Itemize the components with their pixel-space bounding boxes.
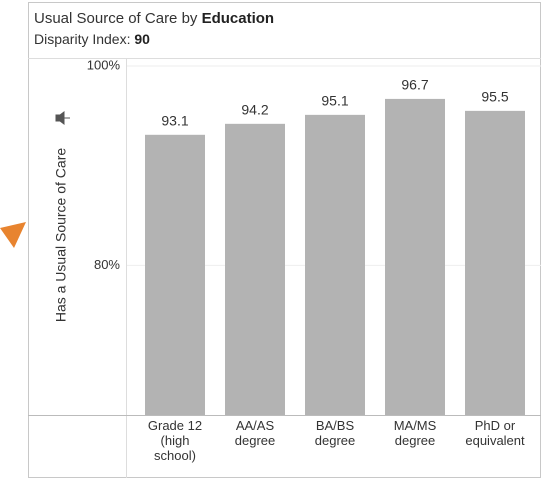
bar	[225, 123, 285, 415]
y-tick-label: 80%	[94, 257, 120, 272]
value-label: 94.2	[241, 102, 268, 118]
value-label: 93.1	[161, 113, 188, 129]
bar	[145, 134, 205, 415]
bar	[305, 114, 365, 416]
title-text: Usual Source of Care by	[34, 10, 198, 27]
value-label: 96.7	[401, 77, 428, 93]
bar	[385, 98, 445, 416]
bar	[465, 110, 525, 415]
x-tick-line: AA/AS	[236, 418, 275, 433]
x-tick-label: AA/AS degree	[235, 418, 275, 448]
x-tick-label: BA/BS degree	[315, 418, 355, 448]
disparity-index: 90	[134, 31, 150, 47]
arrow-pointer	[0, 222, 26, 248]
value-label: 95.5	[481, 89, 508, 105]
x-tick-line: school)	[154, 448, 196, 463]
x-tick-line: equivalent	[465, 433, 525, 448]
value-label: 95.1	[321, 93, 348, 109]
y-axis-label: Has a Usual Source of Care	[53, 148, 69, 323]
x-tick-label: Grade 12 (high school)	[148, 418, 202, 463]
x-tick-line: degree	[395, 433, 435, 448]
x-tick-line: BA/BS	[316, 418, 355, 433]
x-tick-line: MA/MS	[394, 418, 437, 433]
chart-title: Usual Source of Care by Education	[34, 10, 274, 27]
x-tick-line: degree	[235, 433, 275, 448]
x-tick-line: PhD or	[475, 418, 516, 433]
title-emphasis: Education	[202, 10, 275, 27]
x-tick-line: Grade 12	[148, 418, 202, 433]
x-tick-label: PhD or equivalent	[465, 418, 525, 448]
subtitle-text: Disparity Index:	[34, 31, 130, 47]
y-tick-label: 100%	[87, 57, 121, 72]
x-tick-line: (high	[161, 433, 190, 448]
subtitle: Disparity Index: 90	[34, 31, 150, 47]
pin-icon	[55, 111, 70, 125]
x-tick-line: degree	[315, 433, 355, 448]
x-tick-label: MA/MS degree	[394, 418, 437, 448]
